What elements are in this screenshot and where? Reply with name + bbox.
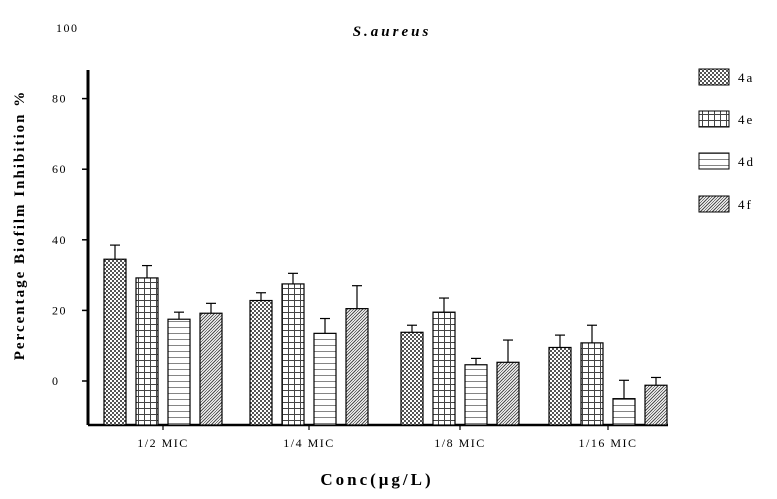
y-tick-label: 80 xyxy=(52,92,67,106)
bar-4d xyxy=(313,332,337,426)
bar-4f xyxy=(345,308,369,426)
x-tick-label: 1/16 MIC xyxy=(578,436,637,450)
y-tick-label: 100 xyxy=(56,21,79,35)
legend-label-4a: 4a xyxy=(738,70,754,85)
bar-4f xyxy=(199,312,223,426)
legend: 4a 4e 4d 4f xyxy=(698,68,755,213)
legend-label-4d: 4d xyxy=(738,154,755,169)
bar-4d xyxy=(612,398,636,426)
legend-swatch-4d xyxy=(698,152,730,170)
bar-4e xyxy=(281,283,305,426)
bar-4a xyxy=(400,331,424,426)
legend-swatch-4a xyxy=(698,68,730,86)
y-axis-label: Percentage Biofilm Inhibition % xyxy=(12,90,28,360)
bar-4a xyxy=(548,346,572,426)
bar-4f xyxy=(496,361,520,426)
x-tick-label: 1/4 MIC xyxy=(283,436,335,450)
bar-4d xyxy=(464,364,488,426)
y-tick-label: 60 xyxy=(52,162,67,176)
y-tick-label: 40 xyxy=(52,233,67,247)
y-tick-label: 0 xyxy=(52,374,60,388)
legend-swatch-4e xyxy=(698,110,730,128)
bar-4a xyxy=(249,299,273,426)
plot-area: 0 20 40 60 80 100 1/2 MIC 1/4 MIC 1/8 MIC 1/16 MI… xyxy=(52,21,668,450)
x-tick-label: 1/8 MIC xyxy=(434,436,486,450)
y-tick-label: 20 xyxy=(52,303,67,317)
bar-4d xyxy=(167,318,191,426)
legend-swatch-4f xyxy=(698,195,730,213)
chart-title: S.aureus xyxy=(353,24,432,40)
x-tick-label: 1/2 MIC xyxy=(137,436,189,450)
bar-4a xyxy=(103,258,127,426)
bar-4f xyxy=(644,384,668,426)
legend-label-4f: 4f xyxy=(738,197,753,212)
x-axis-label: Conc(μg/L) xyxy=(320,470,433,489)
bar-4e xyxy=(580,342,604,426)
bar-4e xyxy=(135,277,159,426)
legend-label-4e: 4e xyxy=(738,112,754,127)
bar-4e xyxy=(432,311,456,426)
